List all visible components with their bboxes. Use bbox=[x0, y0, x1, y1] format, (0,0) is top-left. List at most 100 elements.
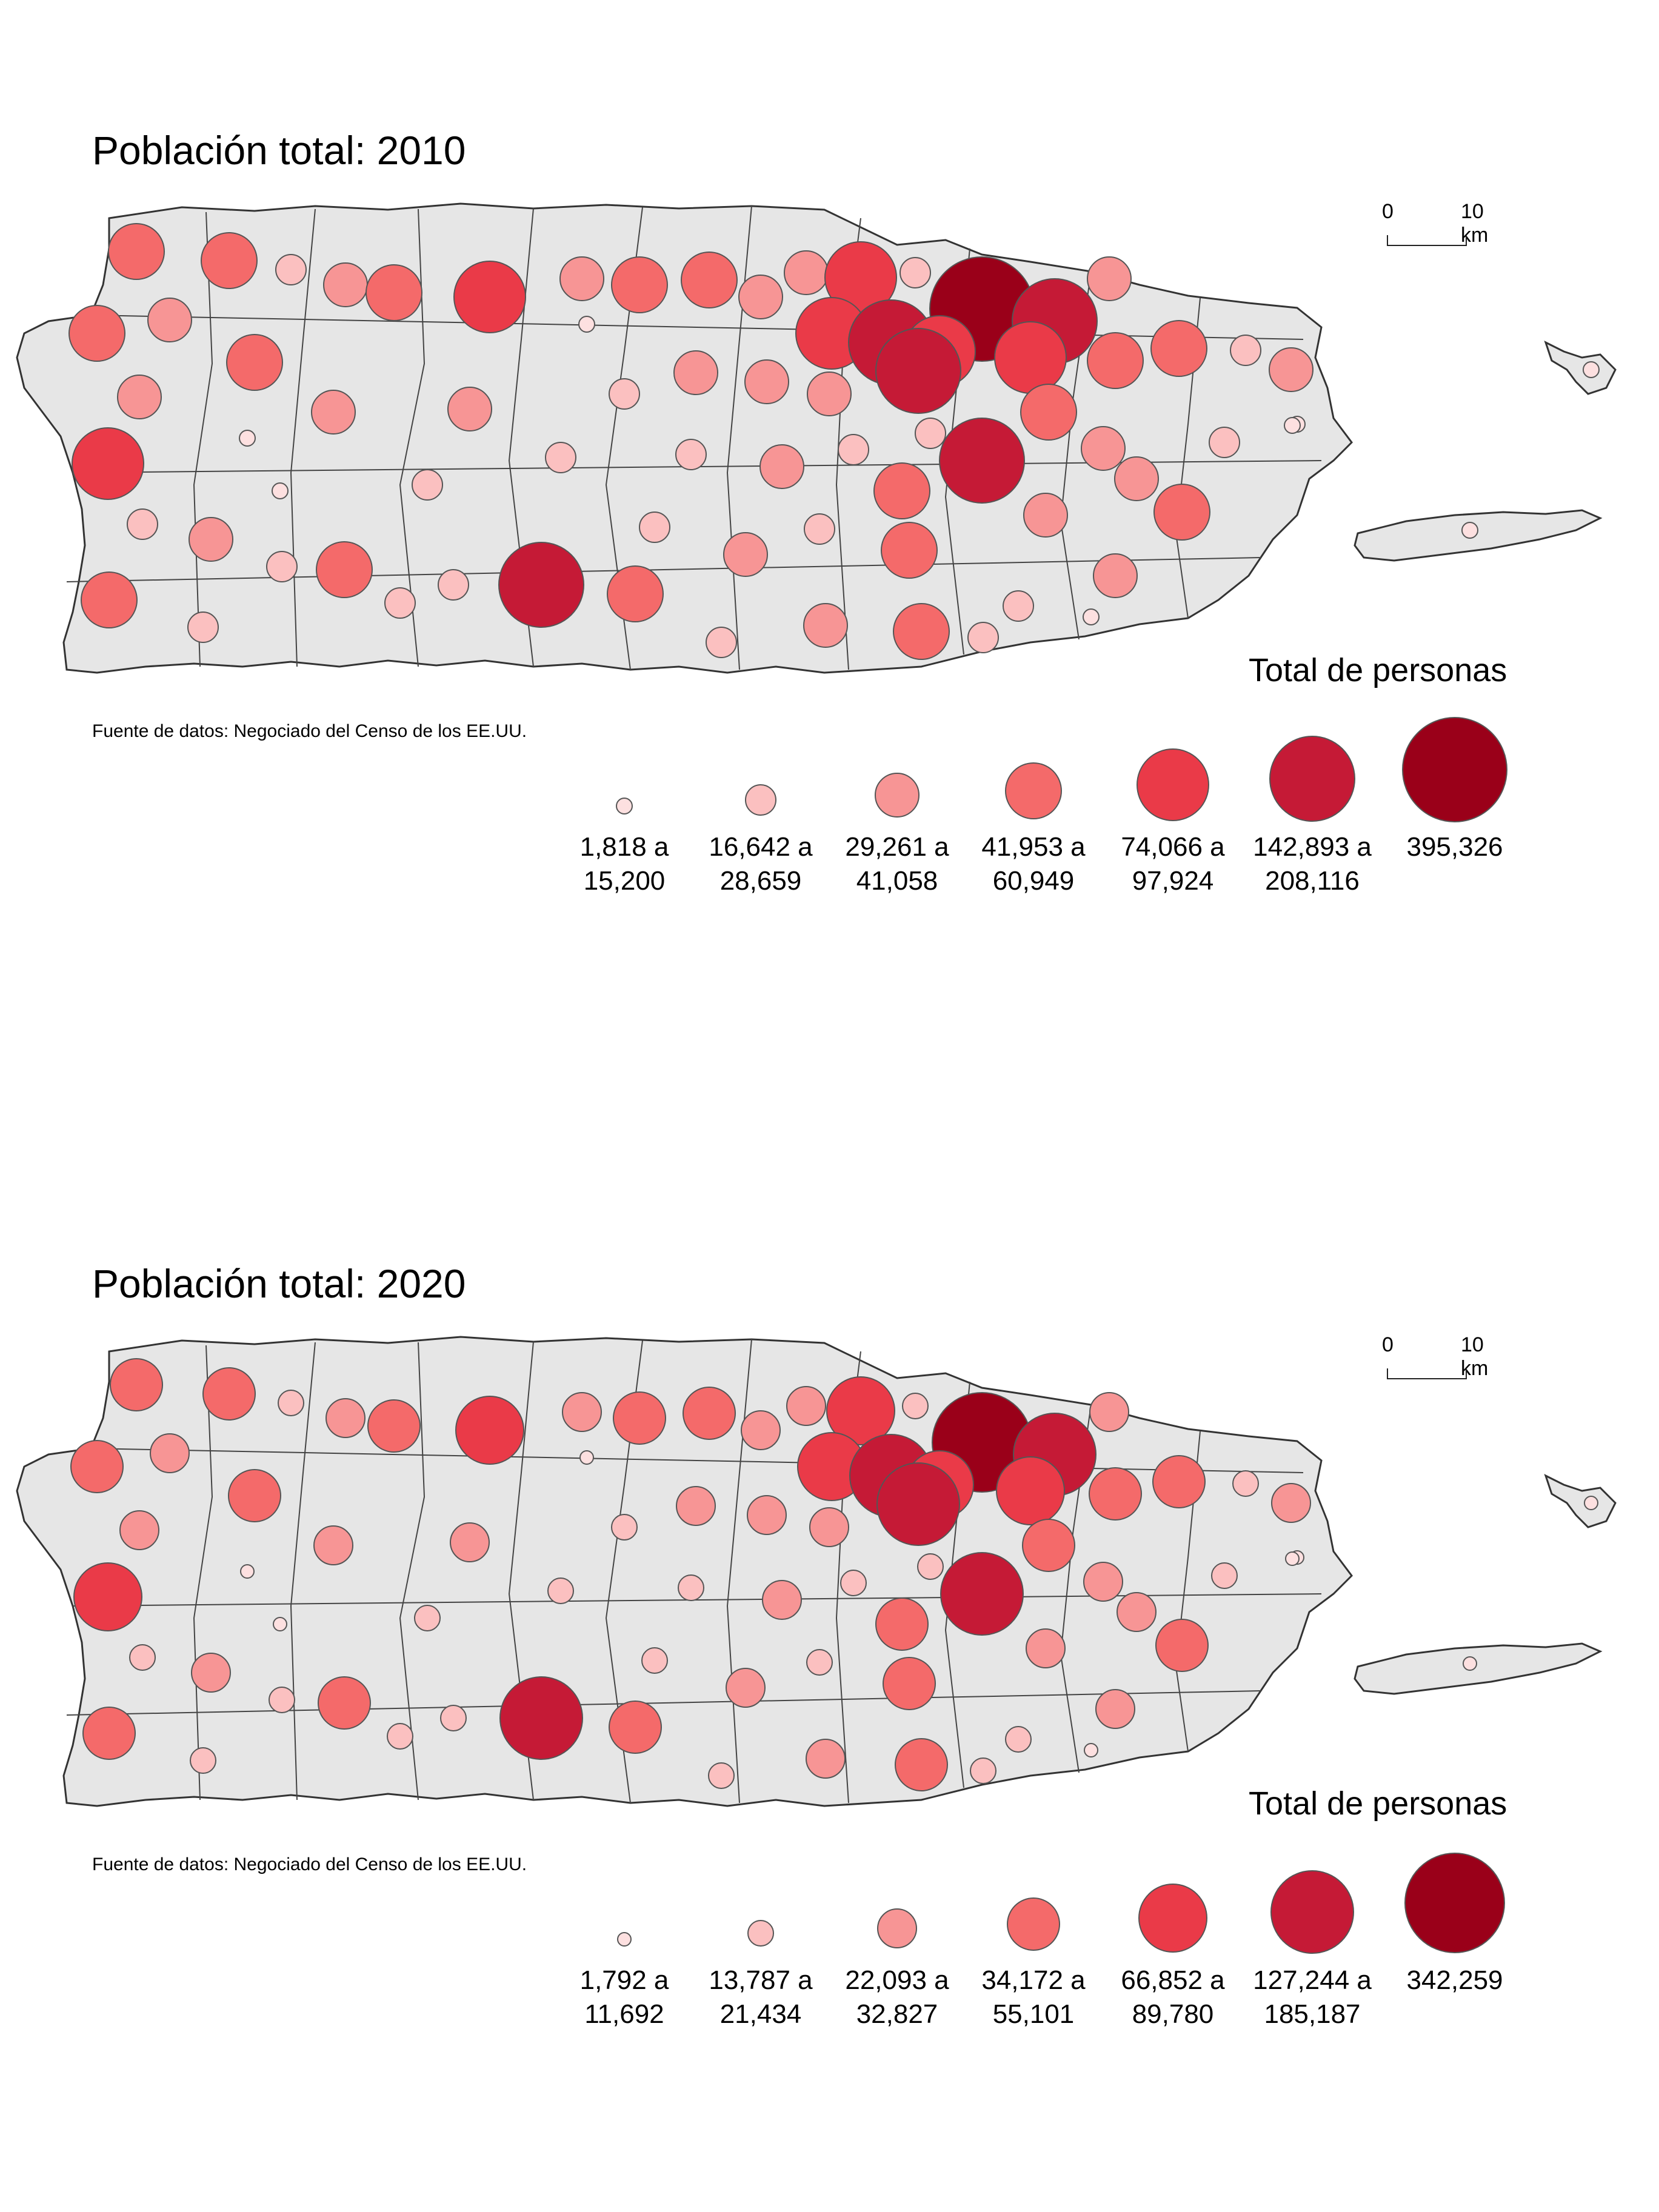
municipality-population-circle bbox=[895, 1738, 948, 1791]
legend-symbol bbox=[1269, 736, 1355, 822]
municipality-population-circle bbox=[1022, 1519, 1075, 1572]
legend-label: 29,261 a 41,058 bbox=[845, 832, 949, 896]
municipality-population-circle bbox=[673, 350, 718, 395]
legend-item: 74,066 a 97,924 bbox=[1094, 709, 1252, 896]
municipality-population-circle bbox=[81, 571, 138, 628]
municipality-population-circle bbox=[1020, 384, 1077, 441]
municipality-population-circle bbox=[708, 1762, 735, 1789]
municipality-population-circle bbox=[82, 1707, 136, 1760]
municipality-population-circle bbox=[1284, 417, 1301, 434]
municipality-population-circle bbox=[367, 1399, 421, 1453]
municipality-population-circle bbox=[1584, 1496, 1598, 1510]
legend-item: 16,642 a 28,659 bbox=[682, 709, 840, 896]
municipality-population-circle bbox=[191, 1653, 231, 1693]
municipality-population-circle bbox=[759, 444, 804, 489]
municipality-population-circle bbox=[611, 256, 668, 313]
municipality-population-circle bbox=[117, 375, 162, 419]
municipality-population-circle bbox=[1153, 484, 1210, 541]
municipality-population-circle bbox=[1083, 1562, 1123, 1602]
municipality-population-circle bbox=[278, 1390, 304, 1416]
legend-item: 1,792 a 11,692 bbox=[546, 1842, 703, 2029]
legend-label: 1,818 a 15,200 bbox=[579, 832, 669, 896]
municipality-population-circle bbox=[876, 1462, 960, 1546]
municipality-population-circle bbox=[450, 1522, 490, 1562]
municipality-population-circle bbox=[747, 1495, 787, 1535]
legend-symbol bbox=[1402, 717, 1507, 822]
legend-item: 34,172 a 55,101 bbox=[955, 1842, 1112, 2029]
municipality-population-circle bbox=[311, 390, 356, 435]
legend-item: 29,261 a 41,058 bbox=[818, 709, 976, 896]
scale-label-zero: 0 bbox=[1382, 200, 1394, 223]
municipality-population-circle bbox=[803, 603, 848, 648]
legend-label: 74,066 a 97,924 bbox=[1121, 832, 1225, 896]
municipality-population-circle bbox=[499, 1676, 583, 1760]
scale-label-zero: 0 bbox=[1382, 1333, 1394, 1356]
municipality-population-circle bbox=[1093, 553, 1138, 598]
legend-item: 395,326 bbox=[1376, 709, 1534, 891]
legend-label: 1,792 a 11,692 bbox=[579, 1965, 669, 2029]
municipality-population-circle bbox=[412, 469, 443, 501]
municipality-population-circle bbox=[613, 1391, 666, 1445]
legend-label: 127,244 a 185,187 bbox=[1253, 1965, 1372, 2029]
municipality-population-circle bbox=[119, 1510, 159, 1550]
municipality-population-circle bbox=[366, 264, 422, 321]
legend-item: 1,818 a 15,200 bbox=[546, 709, 703, 896]
data-source: Fuente de datos: Negociado del Censo de … bbox=[92, 721, 527, 741]
municipality-population-circle bbox=[1089, 1392, 1129, 1432]
municipality-population-circle bbox=[72, 427, 144, 500]
municipality-population-circle bbox=[1087, 332, 1144, 389]
legend-item: 127,244 a 185,187 bbox=[1233, 1842, 1391, 2029]
map-title: Población total: 2020 bbox=[92, 1261, 466, 1306]
map-panel-2020: Población total: 2020 0 10 km Tot bbox=[0, 1133, 1659, 2212]
municipality-population-circle bbox=[806, 1739, 846, 1779]
municipality-population-circle bbox=[240, 1564, 255, 1579]
legend-title: Total de personas bbox=[1249, 1785, 1507, 1822]
municipality-population-circle bbox=[189, 517, 233, 562]
scale-label-ten: 10 km bbox=[1461, 200, 1489, 247]
legend-symbol bbox=[1138, 1884, 1207, 1953]
municipality-population-circle bbox=[738, 275, 783, 319]
scale-label-ten: 10 km bbox=[1461, 1333, 1489, 1380]
municipality-population-circle bbox=[706, 627, 737, 658]
municipality-population-circle bbox=[150, 1433, 190, 1473]
legend-symbol bbox=[1007, 1897, 1060, 1951]
municipality-population-circle bbox=[1117, 1592, 1157, 1632]
municipality-population-circle bbox=[744, 359, 789, 404]
municipality-population-circle bbox=[1583, 361, 1600, 378]
municipality-population-circle bbox=[579, 1450, 594, 1465]
municipality-population-circle bbox=[1285, 1551, 1300, 1566]
municipality-population-circle bbox=[387, 1723, 413, 1750]
legend-symbol bbox=[616, 798, 633, 815]
municipality-population-circle bbox=[609, 378, 640, 410]
municipality-population-circle bbox=[1089, 1467, 1142, 1521]
legend-label: 342,259 bbox=[1406, 1965, 1503, 1995]
municipality-population-circle bbox=[1084, 1743, 1098, 1757]
legend-symbol bbox=[1005, 762, 1062, 819]
municipality-population-circle bbox=[994, 321, 1067, 394]
legend-symbol bbox=[617, 1932, 632, 1947]
municipality-population-circle bbox=[147, 298, 192, 342]
legend-item: 342,259 bbox=[1376, 1842, 1534, 2024]
municipality-population-circle bbox=[201, 232, 258, 289]
municipality-population-circle bbox=[875, 1597, 929, 1651]
municipality-population-circle bbox=[1155, 1619, 1209, 1672]
municipality-population-circle bbox=[611, 1514, 638, 1541]
municipality-population-circle bbox=[840, 1570, 867, 1596]
legend-title: Total de personas bbox=[1249, 652, 1507, 688]
legend-label: 16,642 a 28,659 bbox=[709, 832, 813, 896]
municipality-population-circle bbox=[239, 430, 256, 447]
municipality-population-circle bbox=[440, 1705, 467, 1731]
municipality-population-circle bbox=[313, 1525, 353, 1565]
culebra-island bbox=[1544, 1474, 1617, 1528]
municipality-population-circle bbox=[547, 1577, 574, 1604]
municipality-population-circle bbox=[73, 1562, 142, 1631]
puerto-rico-map bbox=[16, 1336, 1617, 1807]
legend-item: 41,953 a 60,949 bbox=[955, 709, 1112, 896]
municipality-population-circle bbox=[108, 223, 165, 280]
municipality-population-circle bbox=[1271, 1483, 1311, 1523]
municipality-population-circle bbox=[438, 569, 469, 601]
municipality-population-circle bbox=[1095, 1689, 1135, 1729]
municipality-population-circle bbox=[1083, 608, 1100, 625]
municipality-population-circle bbox=[269, 1687, 295, 1713]
municipality-population-circle bbox=[1081, 426, 1126, 471]
